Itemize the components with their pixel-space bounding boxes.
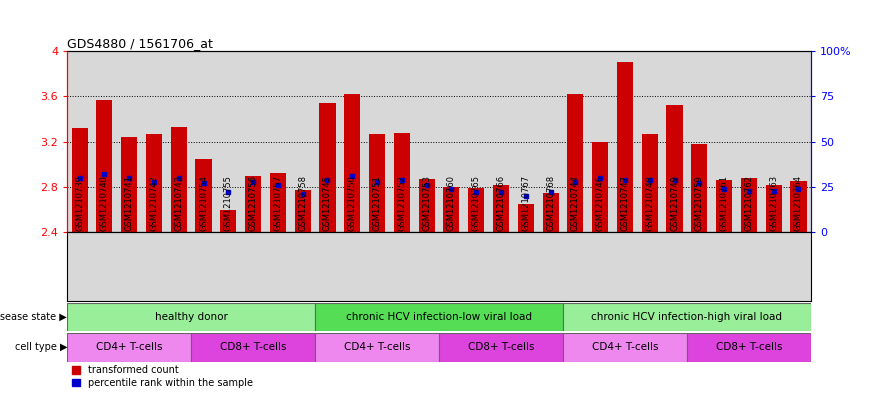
Bar [97,100,112,232]
Text: CD8+ T-cells: CD8+ T-cells [468,342,534,353]
Bar [469,188,484,232]
Bar [369,134,385,232]
Bar [320,103,335,232]
Text: chronic HCV infection-high viral load: chronic HCV infection-high viral load [591,312,782,322]
Text: CD4+ T-cells: CD4+ T-cells [591,342,659,353]
Bar [667,105,683,232]
Bar [344,94,360,232]
Bar [687,333,811,362]
Bar [270,173,286,232]
Bar [617,62,633,232]
Bar [220,209,237,232]
Bar [567,94,583,232]
Bar [741,178,757,232]
Text: GDS4880 / 1561706_at: GDS4880 / 1561706_at [67,37,213,50]
Bar [246,176,261,232]
Bar [592,141,608,232]
Bar [195,159,211,232]
Text: chronic HCV infection-low viral load: chronic HCV infection-low viral load [346,312,532,322]
Bar [67,303,315,331]
Bar [518,204,534,232]
Bar [444,187,460,232]
Text: CD8+ T-cells: CD8+ T-cells [716,342,782,353]
Text: CD8+ T-cells: CD8+ T-cells [220,342,287,353]
Text: CD4+ T-cells: CD4+ T-cells [344,342,410,353]
Text: cell type ▶: cell type ▶ [14,342,67,353]
Bar [766,185,781,232]
Bar [171,127,186,232]
Legend: transformed count, percentile rank within the sample: transformed count, percentile rank withi… [72,365,253,388]
Bar [121,137,137,232]
Bar [790,181,806,232]
Bar [563,333,687,362]
Bar [295,190,311,232]
Bar [563,303,811,331]
Bar [418,179,435,232]
Bar [439,333,563,362]
Bar [146,134,162,232]
Bar [642,134,658,232]
Bar [72,128,88,232]
Text: disease state ▶: disease state ▶ [0,312,67,322]
Bar [394,132,409,232]
Bar [315,333,439,362]
Bar [716,180,732,232]
Text: CD4+ T-cells: CD4+ T-cells [96,342,162,353]
Bar [692,144,707,232]
Bar [315,303,563,331]
Bar [67,333,191,362]
Bar [191,333,315,362]
Bar [493,185,509,232]
Bar [543,193,558,232]
Text: healthy donor: healthy donor [155,312,228,322]
